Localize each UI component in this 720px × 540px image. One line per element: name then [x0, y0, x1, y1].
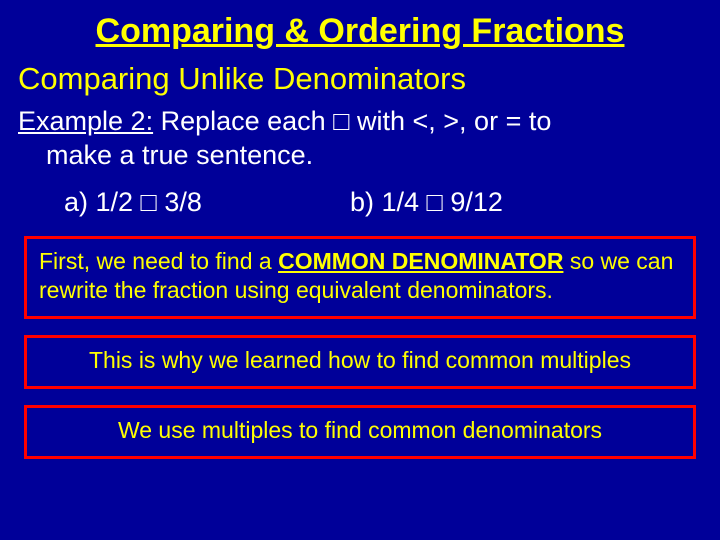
- info-box-1: First, we need to find a COMMON DENOMINA…: [24, 236, 696, 320]
- example-block: Example 2: Replace each □ with <, >, or …: [0, 105, 720, 173]
- box2-text: This is why we learned how to find commo…: [89, 347, 631, 373]
- slide-title: Comparing & Ordering Fractions: [0, 0, 720, 61]
- box1-pre: First, we need to find a: [39, 248, 278, 274]
- problems-row: a) 1/2 □ 3/8 b) 1/4 □ 9/12: [0, 173, 720, 236]
- info-box-3: We use multiples to find common denomina…: [24, 405, 696, 459]
- example-text-line2: make a true sentence.: [18, 139, 313, 173]
- slide-subtitle: Comparing Unlike Denominators: [0, 61, 720, 105]
- problem-b: b) 1/4 □ 9/12: [350, 187, 503, 218]
- example-text-line1: Replace each □ with <, >, or = to: [153, 106, 551, 136]
- problem-a: a) 1/2 □ 3/8: [0, 187, 350, 218]
- box1-emphasis: COMMON DENOMINATOR: [278, 248, 563, 274]
- box3-text: We use multiples to find common denomina…: [118, 417, 602, 443]
- info-box-2: This is why we learned how to find commo…: [24, 335, 696, 389]
- example-label: Example 2:: [18, 106, 153, 136]
